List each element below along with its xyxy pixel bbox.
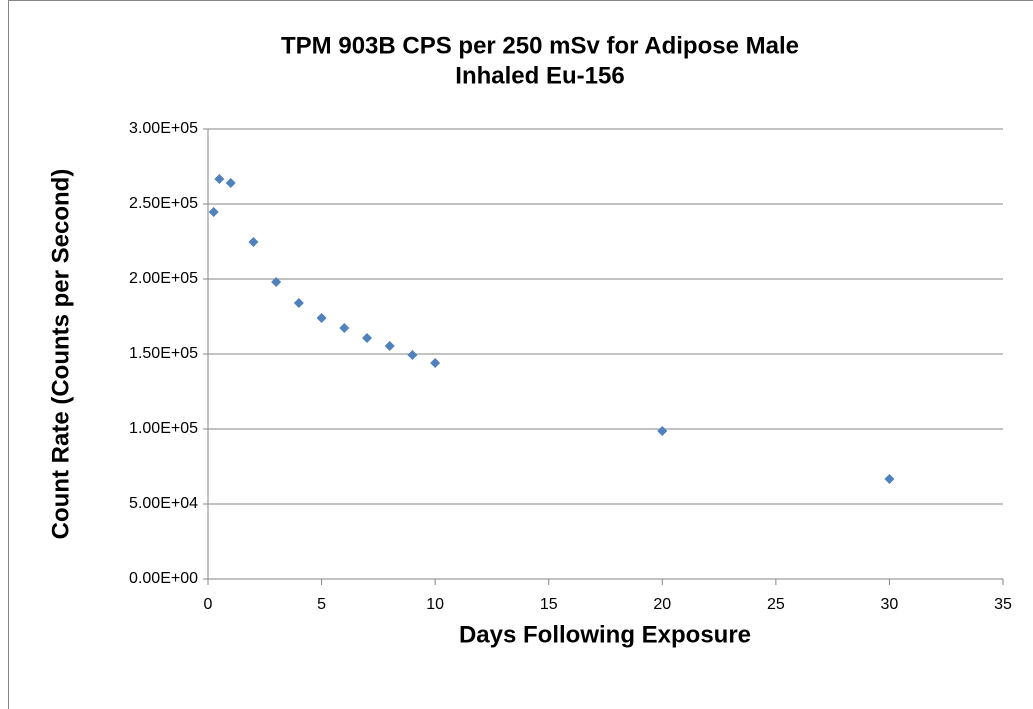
- data-point: [293, 298, 304, 308]
- x-tick-label: 35: [994, 596, 1012, 613]
- y-tick-label: 2.50E+05: [129, 195, 198, 212]
- x-tick-label: 15: [540, 596, 558, 613]
- data-point: [339, 323, 350, 334]
- data-point: [884, 473, 895, 484]
- chart-title: TPM 903B CPS per 250 mSv for Adipose Mal…: [281, 32, 799, 59]
- y-tick-label: 0.00E+00: [129, 570, 198, 587]
- y-tick-label: 1.00E+05: [129, 420, 198, 437]
- data-point: [384, 341, 395, 352]
- y-tick-label: 5.00E+04: [129, 495, 198, 512]
- x-tick-label: 5: [317, 596, 326, 613]
- x-tick-label: 25: [767, 596, 785, 613]
- y-tick-label: 2.00E+05: [129, 270, 198, 287]
- data-point: [316, 313, 327, 323]
- data-point: [407, 350, 418, 361]
- data-point: [248, 236, 259, 247]
- x-tick-label: 10: [426, 596, 444, 613]
- chart-frame: [8, 0, 1033, 709]
- data-point: [208, 206, 219, 217]
- x-tick-label: 0: [204, 596, 213, 613]
- data-point: [225, 178, 236, 188]
- y-tick-label: 1.50E+05: [129, 345, 198, 362]
- data-point: [271, 277, 282, 287]
- data-point: [362, 332, 372, 343]
- data-point: [214, 173, 225, 184]
- chart-title: Inhaled Eu-156: [455, 62, 624, 89]
- x-axis-title: Days Following Exposure: [459, 621, 751, 648]
- data-point: [657, 425, 668, 436]
- y-axis-title: Count Rate (Counts per Second): [47, 169, 74, 540]
- x-tick-label: 30: [881, 596, 899, 613]
- data-point: [430, 358, 441, 368]
- y-tick-label: 3.00E+05: [129, 120, 198, 137]
- x-tick-label: 20: [653, 596, 671, 613]
